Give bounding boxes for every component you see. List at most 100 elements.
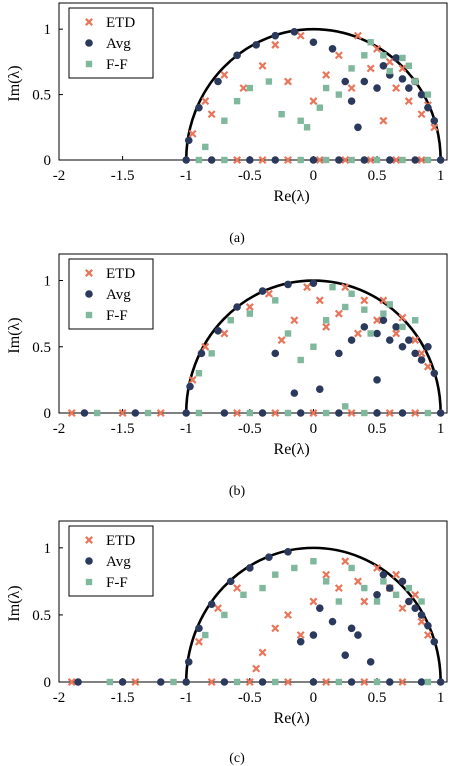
data-point bbox=[233, 678, 241, 686]
data-point bbox=[246, 310, 254, 317]
data-point-stroke-2 bbox=[392, 156, 401, 164]
data-point-stroke-2 bbox=[284, 678, 292, 686]
data-point bbox=[348, 564, 355, 572]
data-point bbox=[208, 350, 215, 357]
data-point bbox=[366, 156, 375, 164]
x-tick-label: 1 bbox=[437, 421, 445, 437]
x-tick-label: -0.5 bbox=[238, 421, 262, 437]
data-point-stroke-2 bbox=[67, 409, 76, 417]
data-point bbox=[367, 39, 374, 46]
data-point-stroke-2 bbox=[284, 610, 292, 619]
legend-marker bbox=[85, 39, 93, 47]
data-point bbox=[361, 306, 368, 313]
data-point bbox=[207, 156, 216, 164]
data-point-stroke-2 bbox=[245, 303, 254, 311]
data-point bbox=[74, 678, 82, 686]
data-point bbox=[347, 678, 356, 686]
x-tick-label: -1 bbox=[180, 168, 193, 184]
y-tick-label: 1 bbox=[44, 274, 52, 290]
data-point-stroke-2 bbox=[398, 604, 407, 613]
legend-marker bbox=[85, 557, 93, 565]
data-point bbox=[233, 409, 242, 417]
data-point bbox=[411, 349, 419, 358]
data-point bbox=[373, 409, 381, 417]
data-point-stroke-2 bbox=[411, 409, 420, 417]
data-point bbox=[417, 617, 426, 626]
data-point bbox=[366, 64, 375, 73]
data-point bbox=[379, 62, 388, 70]
data-point bbox=[436, 156, 445, 164]
data-point bbox=[67, 409, 76, 417]
legend-label: F-F bbox=[106, 308, 128, 324]
data-point bbox=[405, 584, 413, 592]
series-avg bbox=[80, 279, 445, 417]
data-point bbox=[430, 116, 439, 125]
data-point bbox=[220, 409, 229, 417]
data-point bbox=[201, 342, 210, 351]
data-point bbox=[423, 631, 432, 640]
data-point bbox=[380, 52, 387, 59]
data-point bbox=[233, 303, 241, 311]
panel-1: -2 -1.5 -1 -0.5 0 0.5 100.51Re(λ)Im(λ)ETDAvgF-… bbox=[6, 2, 448, 246]
x-axis-title: Re(λ) bbox=[274, 188, 310, 205]
data-point-stroke-2 bbox=[67, 678, 76, 686]
data-point bbox=[195, 103, 203, 112]
data-point bbox=[322, 70, 331, 79]
legend-marker bbox=[85, 578, 93, 586]
data-point bbox=[430, 123, 439, 132]
legend-label: ETD bbox=[106, 15, 135, 31]
data-point-stroke-2 bbox=[417, 156, 426, 164]
data-point bbox=[322, 84, 330, 92]
data-point bbox=[233, 156, 242, 164]
legend-marker-stroke-2 bbox=[85, 269, 93, 277]
data-point bbox=[195, 409, 203, 417]
y-tick-label: 0 bbox=[44, 153, 52, 169]
data-point bbox=[272, 571, 279, 578]
data-point bbox=[202, 631, 209, 639]
data-point bbox=[418, 598, 425, 605]
y-axis: 00.51 bbox=[32, 22, 63, 169]
data-point bbox=[424, 621, 432, 630]
data-point bbox=[310, 343, 317, 350]
data-point bbox=[322, 578, 330, 585]
data-point-stroke-2 bbox=[322, 570, 331, 579]
data-point bbox=[207, 110, 216, 119]
data-point bbox=[214, 604, 222, 613]
data-point bbox=[328, 44, 337, 53]
data-point-stroke-2 bbox=[322, 322, 331, 331]
data-point bbox=[411, 336, 420, 345]
data-point-stroke-2 bbox=[334, 51, 343, 60]
data-point-stroke-2 bbox=[309, 409, 318, 417]
data-point bbox=[405, 336, 413, 344]
x-tick-label: 0 bbox=[310, 421, 318, 437]
data-point bbox=[341, 77, 350, 86]
data-point bbox=[373, 44, 382, 53]
data-point bbox=[184, 136, 193, 145]
data-point bbox=[315, 156, 324, 164]
data-point bbox=[424, 678, 432, 686]
data-point bbox=[329, 283, 336, 291]
data-point bbox=[347, 624, 356, 633]
x-tick-label: -2 bbox=[53, 168, 66, 184]
data-point-stroke-2 bbox=[315, 156, 324, 164]
data-point bbox=[309, 631, 318, 639]
x-tick-label: 0 bbox=[310, 690, 318, 706]
data-point bbox=[341, 156, 350, 164]
data-point-stroke-2 bbox=[258, 156, 267, 164]
data-point-stroke-2 bbox=[373, 44, 382, 53]
data-point bbox=[361, 52, 368, 59]
data-point bbox=[202, 143, 209, 151]
legend-marker bbox=[85, 269, 93, 277]
data-point bbox=[322, 678, 331, 686]
data-point bbox=[436, 409, 445, 417]
data-point-stroke-2 bbox=[334, 309, 343, 318]
x-tick-label: 0.5 bbox=[368, 421, 387, 437]
legend-label: ETD bbox=[106, 266, 135, 282]
data-point bbox=[220, 329, 229, 338]
y-axis-title: Im(λ) bbox=[6, 585, 23, 621]
data-point bbox=[233, 51, 241, 60]
legend-label: Avg bbox=[106, 287, 131, 303]
data-point bbox=[182, 409, 191, 417]
data-point-stroke-2 bbox=[194, 637, 203, 646]
data-point-stroke-2 bbox=[271, 624, 280, 633]
